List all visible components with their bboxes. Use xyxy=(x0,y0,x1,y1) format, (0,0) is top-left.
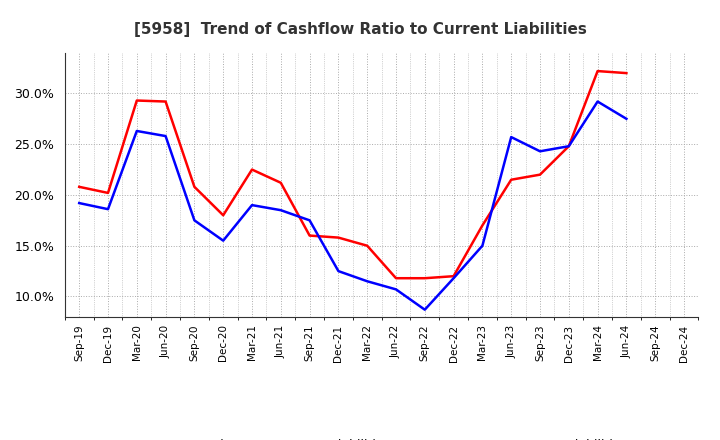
Operating CF to Current Liabilities xyxy=(449,274,458,279)
Operating CF to Current Liabilities xyxy=(190,184,199,190)
Free CF to Current Liabilities xyxy=(564,143,573,149)
Free CF to Current Liabilities xyxy=(334,268,343,274)
Operating CF to Current Liabilities xyxy=(593,69,602,74)
Operating CF to Current Liabilities xyxy=(420,275,429,281)
Free CF to Current Liabilities xyxy=(132,128,141,134)
Operating CF to Current Liabilities xyxy=(75,184,84,190)
Operating CF to Current Liabilities xyxy=(305,233,314,238)
Line: Free CF to Current Liabilities: Free CF to Current Liabilities xyxy=(79,102,626,310)
Operating CF to Current Liabilities xyxy=(392,275,400,281)
Free CF to Current Liabilities xyxy=(161,133,170,139)
Operating CF to Current Liabilities xyxy=(161,99,170,104)
Free CF to Current Liabilities xyxy=(593,99,602,104)
Free CF to Current Liabilities xyxy=(536,149,544,154)
Free CF to Current Liabilities xyxy=(363,279,372,284)
Operating CF to Current Liabilities xyxy=(363,243,372,248)
Free CF to Current Liabilities xyxy=(622,116,631,121)
Free CF to Current Liabilities xyxy=(248,202,256,208)
Free CF to Current Liabilities xyxy=(276,208,285,213)
Free CF to Current Liabilities xyxy=(392,287,400,292)
Operating CF to Current Liabilities xyxy=(248,167,256,172)
Operating CF to Current Liabilities xyxy=(334,235,343,240)
Operating CF to Current Liabilities xyxy=(132,98,141,103)
Free CF to Current Liabilities xyxy=(478,243,487,248)
Free CF to Current Liabilities xyxy=(75,201,84,206)
Operating CF to Current Liabilities xyxy=(104,190,112,195)
Operating CF to Current Liabilities xyxy=(478,223,487,228)
Free CF to Current Liabilities xyxy=(449,275,458,281)
Free CF to Current Liabilities xyxy=(104,206,112,212)
Operating CF to Current Liabilities xyxy=(564,143,573,149)
Free CF to Current Liabilities xyxy=(219,238,228,243)
Operating CF to Current Liabilities xyxy=(536,172,544,177)
Line: Operating CF to Current Liabilities: Operating CF to Current Liabilities xyxy=(79,71,626,278)
Free CF to Current Liabilities xyxy=(190,218,199,223)
Operating CF to Current Liabilities xyxy=(622,70,631,76)
Free CF to Current Liabilities xyxy=(305,218,314,223)
Text: [5958]  Trend of Cashflow Ratio to Current Liabilities: [5958] Trend of Cashflow Ratio to Curren… xyxy=(134,22,586,37)
Legend: Operating CF to Current Liabilities, Free CF to Current Liabilities: Operating CF to Current Liabilities, Fre… xyxy=(131,434,632,440)
Operating CF to Current Liabilities xyxy=(507,177,516,182)
Operating CF to Current Liabilities xyxy=(219,213,228,218)
Free CF to Current Liabilities xyxy=(420,307,429,312)
Free CF to Current Liabilities xyxy=(507,135,516,140)
Operating CF to Current Liabilities xyxy=(276,180,285,185)
